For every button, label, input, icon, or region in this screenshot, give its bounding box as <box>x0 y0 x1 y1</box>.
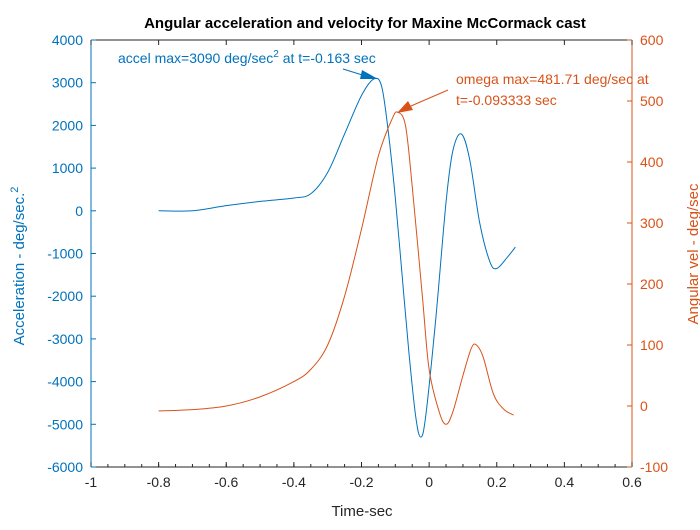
y-left-tick-label: 3000 <box>52 75 83 91</box>
y-left-tick-label: -1000 <box>47 246 83 262</box>
x-tick-label: 0.4 <box>555 474 575 490</box>
y-left-tick-label: -6000 <box>47 459 83 475</box>
y-left-tick-label: 2000 <box>52 117 83 133</box>
y-left-tick-label: -3000 <box>47 331 83 347</box>
y-left-axis-label: Acceleration - deg/sec.2 <box>9 187 28 346</box>
series-line-omega <box>158 111 514 425</box>
x-axis-label: Time-sec <box>331 503 393 520</box>
x-tick-label: 0.6 <box>622 474 642 490</box>
y-left-tick-label: -5000 <box>47 416 83 432</box>
accel-arrowhead <box>360 70 378 79</box>
omega-max-annotation-line2: t=-0.093333 sec <box>456 92 557 108</box>
y-left-tick-label: -4000 <box>47 374 83 390</box>
x-tick-label: -0.2 <box>349 474 373 490</box>
y-right-tick-label: 300 <box>640 215 664 231</box>
y-left-tick-label: 0 <box>75 203 83 219</box>
y-right-tick-label: -100 <box>640 459 668 475</box>
chart-title: Angular acceleration and velocity for Ma… <box>144 15 586 32</box>
omega-arrow <box>403 89 449 110</box>
y-right-tick-label: 200 <box>640 276 664 292</box>
x-tick-label: 0.2 <box>487 474 507 490</box>
y-left-tick-label: 4000 <box>52 32 83 48</box>
y-right-tick-label: 600 <box>640 32 664 48</box>
x-tick-label: -1 <box>85 474 98 490</box>
y-left-tick-label: -2000 <box>47 288 83 304</box>
y-right-tick-label: 100 <box>640 337 664 353</box>
accel-max-annotation: accel max=3090 deg/sec2 at t=-0.163 sec <box>118 49 376 66</box>
y-right-axis-label: Angular vel - deg/sec <box>685 183 700 324</box>
x-tick-label: -0.8 <box>147 474 171 490</box>
x-tick-label: 0 <box>425 474 433 490</box>
y-left-tick-label: 1000 <box>52 160 83 176</box>
x-tick-label: -0.6 <box>214 474 238 490</box>
y-right-tick-label: 0 <box>640 398 648 414</box>
x-tick-label: -0.4 <box>282 474 306 490</box>
y-right-tick-label: 400 <box>640 154 664 170</box>
omega-max-annotation-line1: omega max=481.71 deg/sec at <box>456 71 649 87</box>
series-line-acceleration <box>158 77 516 438</box>
y-right-tick-label: 500 <box>640 93 664 109</box>
omega-arrowhead <box>397 101 413 113</box>
